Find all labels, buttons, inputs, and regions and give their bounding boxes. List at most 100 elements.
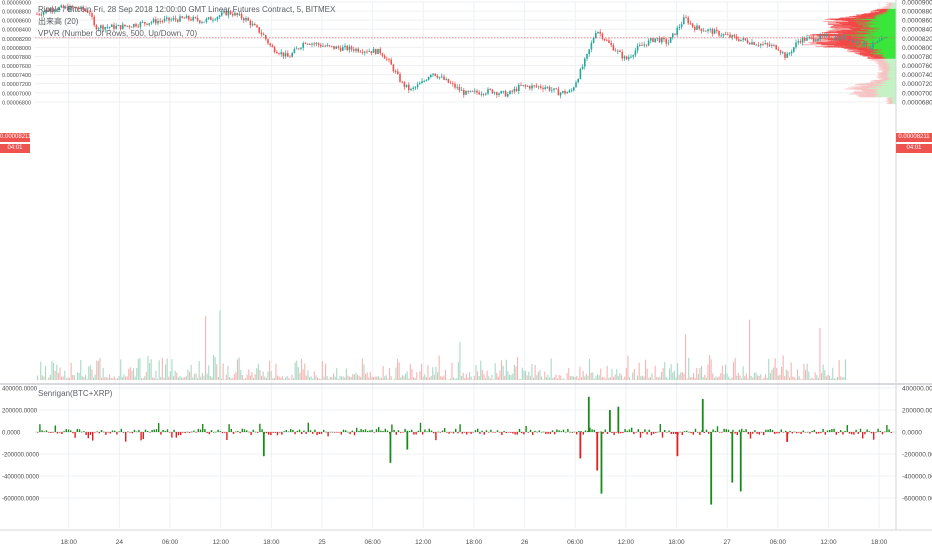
volume-bar	[352, 374, 354, 380]
osc-bar	[466, 432, 468, 435]
osc-bar	[639, 432, 642, 438]
osc-bar	[642, 432, 644, 434]
candle-body	[667, 42, 670, 44]
candle-body	[357, 48, 359, 52]
time-tick-label: 18:00	[871, 539, 888, 546]
candle-body	[828, 35, 830, 40]
osc-bar	[833, 428, 835, 432]
volume-bar	[56, 364, 58, 380]
osc-bar	[367, 430, 369, 432]
volume-bar	[504, 375, 506, 380]
osc-bar	[193, 430, 195, 432]
volume-bar	[70, 362, 72, 380]
volume-bar	[155, 370, 157, 380]
volume-bar	[673, 370, 675, 380]
osc-bar	[323, 429, 325, 432]
osc-bar	[246, 430, 248, 432]
volume-bar	[784, 376, 786, 380]
volume-bar	[347, 375, 349, 380]
volume-bar	[350, 377, 352, 380]
osc-bar	[868, 431, 870, 432]
volume-bar	[529, 375, 531, 380]
osc-bar	[221, 432, 224, 434]
osc-bar	[510, 432, 512, 433]
osc-bar	[815, 432, 818, 434]
candle-body	[698, 25, 700, 29]
volume-bar	[806, 363, 808, 380]
volume-bar	[614, 374, 616, 380]
candle-body	[273, 47, 276, 53]
volume-bar	[477, 371, 479, 380]
osc-bar	[360, 429, 362, 432]
candle-body	[603, 38, 606, 41]
osc-bar	[483, 432, 485, 435]
candle-body	[126, 25, 128, 27]
candle-body	[854, 40, 857, 43]
price-tick-label-left: 0.00007200	[2, 82, 31, 88]
osc-bar	[182, 432, 184, 433]
time-tick-label: 12:00	[213, 539, 230, 546]
osc-bar	[725, 429, 727, 432]
volume-bar	[542, 379, 544, 380]
volume-bar	[371, 376, 373, 380]
candle-body	[885, 36, 887, 38]
osc-bar	[103, 431, 105, 433]
volume-bar	[685, 334, 687, 380]
candle-body	[449, 82, 452, 84]
candle-body	[625, 56, 628, 60]
osc-bar	[133, 429, 136, 432]
volume-bar	[755, 372, 757, 380]
candle-body	[282, 52, 285, 57]
candle-body	[414, 86, 417, 88]
volume-bar	[712, 373, 714, 380]
volume-bar	[321, 361, 323, 380]
osc-bar	[727, 429, 730, 432]
osc-bar	[648, 429, 650, 432]
volume-bar	[625, 367, 627, 380]
volume-bar	[171, 359, 173, 380]
candle-body	[865, 41, 868, 47]
candle-body	[678, 26, 681, 28]
osc-bar	[428, 428, 430, 432]
candle-body	[619, 50, 621, 53]
osc-bar	[327, 432, 329, 437]
osc-bar	[162, 429, 164, 432]
candle-body	[874, 42, 876, 44]
candle-body	[452, 83, 454, 85]
volume-bar	[611, 368, 613, 380]
candle-body	[551, 89, 553, 91]
osc-bar	[107, 432, 109, 433]
volume-bar	[374, 376, 376, 380]
candle-body	[322, 45, 324, 47]
candle-body	[656, 37, 659, 39]
candle-body	[212, 19, 214, 21]
volume-bar	[414, 377, 416, 380]
volume-bar	[520, 379, 522, 380]
volume-bar	[281, 375, 283, 380]
volume-bar	[200, 376, 202, 380]
candlestick-series[interactable]	[36, 3, 887, 99]
volume-bar	[800, 379, 802, 380]
candle-body	[883, 37, 885, 39]
candle-body	[707, 29, 709, 32]
candle-body	[311, 43, 313, 45]
osc-bar	[279, 432, 281, 433]
osc-bar	[604, 429, 606, 432]
volume-bar	[563, 378, 565, 380]
osc-bar	[870, 432, 873, 434]
volume-bar	[190, 365, 192, 380]
volume-bar	[307, 370, 309, 380]
osc-bar	[719, 432, 721, 433]
osc-bar	[481, 430, 483, 432]
osc-bar	[571, 432, 573, 433]
osc-bar	[318, 432, 320, 434]
osc-bar	[294, 432, 296, 435]
osc-bar	[408, 430, 411, 432]
osc-bar	[668, 430, 670, 432]
volume-bar	[734, 358, 736, 380]
osc-bar	[527, 432, 529, 433]
osc-bar	[250, 432, 252, 436]
volume-bar	[278, 376, 280, 380]
volume-bar	[288, 377, 290, 380]
candle-body	[722, 34, 725, 36]
